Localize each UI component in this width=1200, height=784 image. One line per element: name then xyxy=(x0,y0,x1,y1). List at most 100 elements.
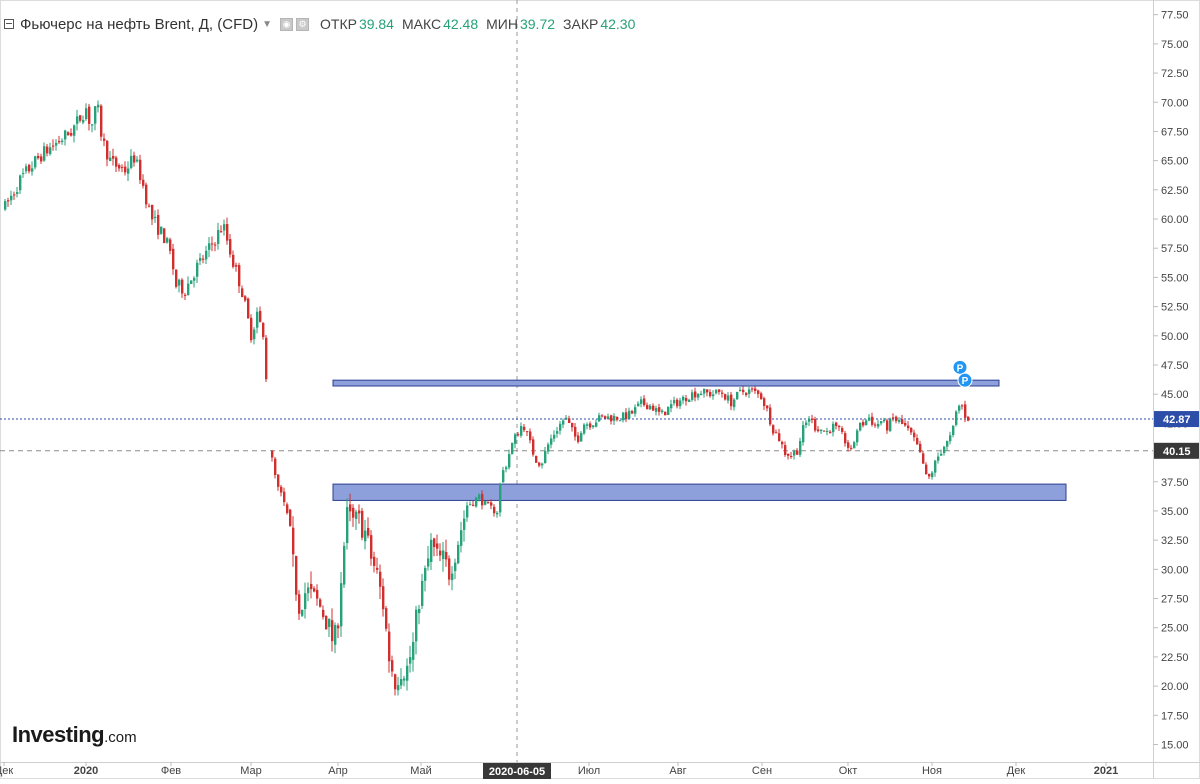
candle-body xyxy=(799,441,802,455)
candle-body xyxy=(613,415,616,421)
candle-body xyxy=(244,296,247,301)
candle-body xyxy=(589,423,592,428)
candle-body xyxy=(700,393,703,396)
candle-body xyxy=(964,404,967,418)
candle-body xyxy=(649,405,652,410)
candle-body xyxy=(937,456,940,461)
y-tick-label: 25.00 xyxy=(1161,623,1189,635)
candle-body xyxy=(349,504,352,512)
instrument-title[interactable]: Фьючерс на нефть Brent, Д, (CFD) xyxy=(20,15,259,33)
x-tick-label: Окт xyxy=(839,765,858,777)
candle-body xyxy=(58,141,61,143)
candle-body xyxy=(415,609,418,642)
candle-body xyxy=(487,502,490,504)
candle-body xyxy=(142,179,145,186)
event-marker-label: P xyxy=(962,376,969,387)
y-tick-label: 50.00 xyxy=(1161,331,1189,343)
candle-body xyxy=(403,678,406,681)
candle-body xyxy=(310,583,313,590)
y-tick-label: 65.00 xyxy=(1161,156,1189,168)
candle-body xyxy=(712,394,715,397)
candle-body xyxy=(541,463,544,466)
candle-body xyxy=(616,417,619,420)
candle-body xyxy=(598,415,601,422)
candle-body xyxy=(961,405,964,407)
candle-body xyxy=(22,173,25,175)
candle-body xyxy=(325,615,328,630)
candle-body xyxy=(805,422,808,426)
candle-body xyxy=(49,147,52,155)
candle-body xyxy=(427,558,430,567)
investing-logo: Investing.com xyxy=(12,722,137,748)
candle-body xyxy=(55,142,58,146)
candle-body xyxy=(820,429,823,432)
candle-body xyxy=(502,470,505,483)
candle-body xyxy=(826,430,829,432)
candle-body xyxy=(637,403,640,407)
x-tick-label: Фев xyxy=(161,765,181,777)
candle-body xyxy=(178,279,181,286)
candle-body xyxy=(604,416,607,419)
candle-body xyxy=(43,146,46,161)
candle-body xyxy=(388,631,391,662)
candle-body xyxy=(562,420,565,425)
candle-body xyxy=(625,412,628,420)
high-value: 42.48 xyxy=(443,16,479,32)
candle-body xyxy=(814,419,817,431)
candle-body xyxy=(373,556,376,566)
x-crosshair-tag xyxy=(483,763,551,779)
candle-body xyxy=(679,400,682,407)
candle-body xyxy=(646,405,649,410)
candle-body xyxy=(253,329,256,340)
candle-body xyxy=(811,418,814,421)
candle-body xyxy=(148,205,151,207)
candle-body xyxy=(175,269,178,287)
chevron-down-icon[interactable]: ▼ xyxy=(262,18,272,30)
settings-icon[interactable]: ⚙ xyxy=(296,17,309,31)
candle-body xyxy=(658,407,661,412)
candle-body xyxy=(19,175,22,191)
candle-body xyxy=(556,431,559,434)
candle-body xyxy=(880,421,883,424)
candle-body xyxy=(652,405,655,411)
candle-body xyxy=(862,422,865,426)
y-tick-label: 30.00 xyxy=(1161,564,1189,576)
candle-body xyxy=(664,411,667,416)
y-tick-label: 55.00 xyxy=(1161,272,1189,284)
candle-body xyxy=(550,438,553,445)
candle-body xyxy=(316,589,319,599)
candle-body xyxy=(943,446,946,454)
candle-body xyxy=(118,165,121,169)
candle-body xyxy=(247,298,250,319)
candle-body xyxy=(418,608,421,614)
y-tick-label: 35.00 xyxy=(1161,506,1189,518)
candle-body xyxy=(70,133,73,136)
candle-body xyxy=(61,140,64,142)
candle-body xyxy=(535,455,538,463)
candle-body xyxy=(565,417,568,420)
event-marker-label: P xyxy=(957,363,964,374)
event-marker xyxy=(952,359,968,375)
candle-body xyxy=(631,411,634,414)
collapse-legend-icon[interactable] xyxy=(4,19,14,29)
candle-body xyxy=(367,527,370,536)
y-tick-label: 17.50 xyxy=(1161,710,1189,722)
visibility-icon[interactable]: ◉ xyxy=(280,17,293,31)
candle-body xyxy=(739,389,742,392)
low-value: 39.72 xyxy=(519,16,556,32)
candle-body xyxy=(85,108,88,120)
candle-body xyxy=(259,310,262,322)
candle-body xyxy=(433,538,436,548)
candle-body xyxy=(592,425,595,428)
y-tick-label: 27.50 xyxy=(1161,594,1189,606)
candle-body xyxy=(832,423,835,433)
y-tick-label: 22.50 xyxy=(1161,652,1189,664)
candle-body xyxy=(499,483,502,513)
candle-body xyxy=(100,105,103,137)
candle-body xyxy=(304,593,307,610)
candle-body xyxy=(181,279,184,294)
candle-body xyxy=(430,539,433,562)
